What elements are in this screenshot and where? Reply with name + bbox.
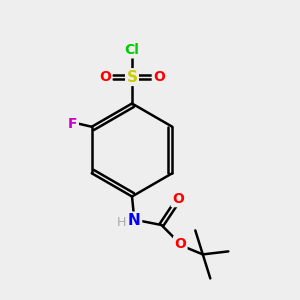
Text: F: F [68,117,78,131]
Text: H: H [116,216,126,230]
Text: N: N [128,213,141,228]
Text: S: S [127,70,137,85]
Text: O: O [174,237,186,251]
Text: O: O [153,70,165,84]
Text: O: O [172,192,184,206]
Text: O: O [99,70,111,84]
Text: Cl: Cl [124,43,140,57]
